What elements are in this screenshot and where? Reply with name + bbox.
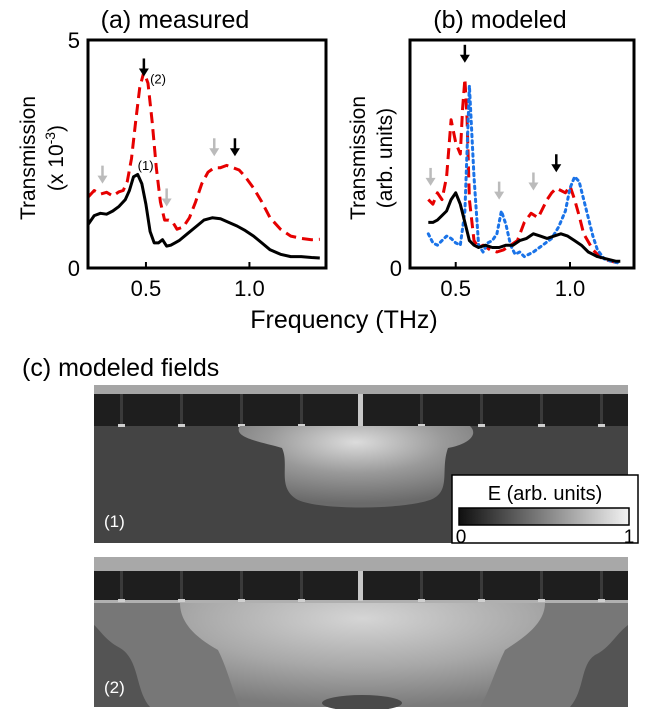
panel-a-arrow-head-1 (229, 148, 240, 157)
panel-a-ytick-label-1: 5 (68, 28, 80, 53)
field-1-slit-edge-8 (598, 424, 605, 427)
panel-a-title: (a) measured (101, 6, 250, 34)
field-2-slit-edge-3 (298, 599, 305, 602)
field-map-1: (1) (94, 385, 628, 543)
panel-b-arrow-head-2 (425, 177, 436, 186)
field-1-slit-3 (300, 394, 303, 426)
panel-b-arrow-head-4 (528, 182, 539, 191)
panel-a-annotation-1: (2) (150, 71, 166, 86)
field-1-slit-edge-7 (538, 424, 545, 427)
panel-a-arrow-head-0 (138, 68, 149, 77)
panel-a-arrow-head-2 (97, 175, 108, 184)
field-2-slit-1 (180, 571, 183, 601)
panel-b-arrow-head-3 (494, 191, 505, 200)
panel-a-series-0 (86, 70, 320, 242)
panel-a-ylabel-unit: (x 10-3) (42, 125, 68, 191)
field-1-slit-2 (240, 394, 243, 426)
panel-b-arrow-head-1 (551, 164, 562, 173)
colorbar-max: 1 (624, 527, 635, 548)
field-1-slit-edge-1 (178, 424, 185, 427)
field-2-slit-5 (420, 571, 423, 601)
field-2-slit-8 (600, 571, 603, 601)
field-1-slit-0 (120, 394, 123, 426)
slit-markers-2 (118, 571, 605, 602)
slit-markers-1 (118, 394, 605, 427)
field-2-slit-7 (540, 571, 543, 601)
field-map-2: (2) (94, 557, 628, 711)
field-2-slit-edge-7 (538, 599, 545, 602)
field-2-slit-edge-5 (418, 599, 425, 602)
field-2-slit-edge-8 (598, 599, 605, 602)
panel-b-ylabel: Transmission (347, 96, 370, 220)
colorbar-min: 0 (456, 527, 467, 548)
panel-b-arrow-head-0 (459, 54, 470, 63)
field-1-slit-edge-5 (418, 424, 425, 427)
colorbar-gradient (458, 507, 630, 526)
field-2-slit-edge-2 (238, 599, 245, 602)
panel-a-measured: (a) measured Transmission (x 10-3) 0.5 1.… (17, 6, 328, 301)
panel-a-ylabel: Transmission (17, 96, 40, 220)
panel-a-ylabel-exponent: -3 (42, 132, 58, 145)
field-2-label: (2) (104, 678, 125, 697)
panel-b-frame (408, 38, 636, 270)
field-1-slit-edge-0 (118, 424, 125, 427)
panel-b-modeled: (b) modeled Transmission (arb. units) 0.… (347, 6, 636, 301)
field-1-label: (1) (104, 512, 125, 531)
field-2-slit-6 (480, 571, 483, 601)
colorbar: E (arb. units) 0 1 (451, 474, 639, 548)
panel-b-xtick-label-0: 0.5 (440, 276, 471, 301)
field-2-slit-edge-1 (178, 599, 185, 602)
x-axis-label: Frequency (THz) (250, 306, 438, 334)
panel-b-ylabel-unit: (arb. units) (374, 108, 397, 208)
panel-b-plot: 0.5 1.0 0 (390, 44, 622, 301)
panel-b-series-1 (426, 84, 622, 265)
panel-a-plot: 0.5 1.0 0 5 (1) (2) (68, 28, 320, 301)
panel-a-series-1 (86, 173, 320, 260)
panel-a-arrow-head-4 (209, 148, 220, 157)
field-1-slit-edge-3 (298, 424, 305, 427)
field-1-slit-1 (180, 394, 183, 426)
field-1-slit-edge-6 (478, 424, 485, 427)
field-2-slit-edge-0 (118, 599, 125, 602)
colorbar-title: E (arb. units) (488, 483, 602, 505)
field-2-slit-edge-6 (478, 599, 485, 602)
panel-a-annotation-0: (1) (138, 158, 154, 173)
field-2-speckle (322, 695, 402, 711)
panel-a-arrow-head-3 (161, 198, 172, 207)
field-2-slit-3 (300, 571, 303, 601)
field-1-slit-7 (540, 394, 543, 426)
field-1-slit-8 (600, 394, 603, 426)
panel-a-xtick-label-0: 0.5 (131, 276, 162, 301)
field-1-slit-edge-2 (238, 424, 245, 427)
field-1-slit-6 (480, 394, 483, 426)
panel-b-ytick-label-0: 0 (390, 256, 402, 281)
panel-b-series-2 (428, 191, 621, 263)
field-2-slit-2 (240, 571, 243, 601)
field-1-glow (238, 426, 474, 508)
field-2-slit-0 (120, 571, 123, 601)
fields-title: (c) modeled fields (22, 354, 219, 382)
panel-b-xtick-label-1: 1.0 (555, 276, 586, 301)
panel-a-frame (86, 38, 328, 270)
panel-a-xtick-label-1: 1.0 (234, 276, 265, 301)
field-1-slit-5 (420, 394, 423, 426)
panel-a-ytick-label-0: 0 (68, 256, 80, 281)
field-2-glow (180, 603, 545, 707)
panel-b-title: (b) modeled (433, 6, 566, 34)
